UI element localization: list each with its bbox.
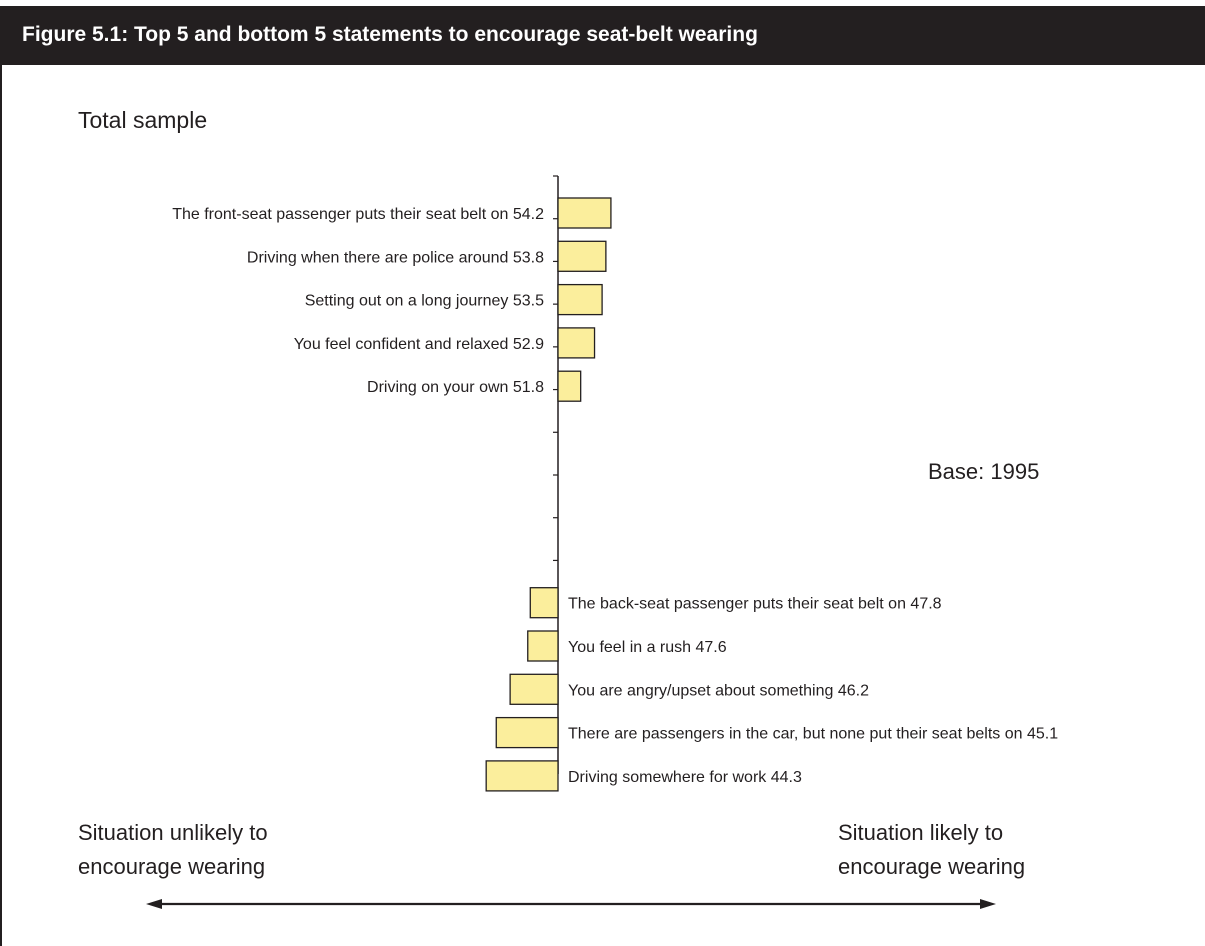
- bar-label: You are angry/upset about something 46.2: [568, 682, 869, 699]
- bar: [557, 240, 607, 272]
- bar-label: Driving when there are police around 53.…: [247, 249, 544, 266]
- scale-right-label: Situation likely to encourage wearing: [838, 816, 1025, 884]
- bar: [495, 716, 559, 749]
- bar-label: You feel in a rush 47.6: [568, 639, 727, 656]
- scale-right-line2: encourage wearing: [838, 854, 1026, 879]
- bar-label: You feel confident and relaxed 52.9: [294, 336, 544, 353]
- scale-left-label: Situation unlikely to encourage wearing: [78, 816, 268, 884]
- bar-chart: The front-seat passenger puts their seat…: [146, 175, 1058, 909]
- bar: [557, 283, 603, 316]
- bar: [529, 587, 559, 619]
- bar: [557, 197, 612, 229]
- bar-label: The front-seat passenger puts their seat…: [172, 206, 544, 223]
- chart-subtitle: Total sample: [78, 107, 208, 133]
- bar-label: Driving somewhere for work 44.3: [568, 769, 802, 786]
- scale-right-line1: Situation likely to: [838, 820, 1004, 845]
- scale-left-line1: Situation unlikely to: [78, 820, 268, 845]
- figure-title: Figure 5.1: Top 5 and bottom 5 statement…: [22, 23, 758, 46]
- bar: [485, 760, 559, 792]
- bar: [557, 327, 596, 359]
- figure-frame: Figure 5.1: Top 5 and bottom 5 statement…: [0, 6, 1205, 946]
- arrow-right-head: [980, 899, 996, 909]
- scale-left-line2: encourage wearing: [78, 854, 266, 879]
- figure-header: Figure 5.1: Top 5 and bottom 5 statement…: [2, 8, 1205, 65]
- bar: [527, 630, 559, 662]
- bar: [557, 370, 582, 402]
- bar-label: Setting out on a long journey 53.5: [305, 293, 544, 310]
- bar-label: The back-seat passenger puts their seat …: [568, 596, 942, 613]
- base-note: Base: 1995: [928, 459, 1040, 484]
- bar: [509, 673, 559, 705]
- arrow-left-head: [146, 899, 162, 909]
- bar-label: Driving on your own 51.8: [367, 379, 544, 396]
- bar-label: There are passengers in the car, but non…: [568, 726, 1058, 743]
